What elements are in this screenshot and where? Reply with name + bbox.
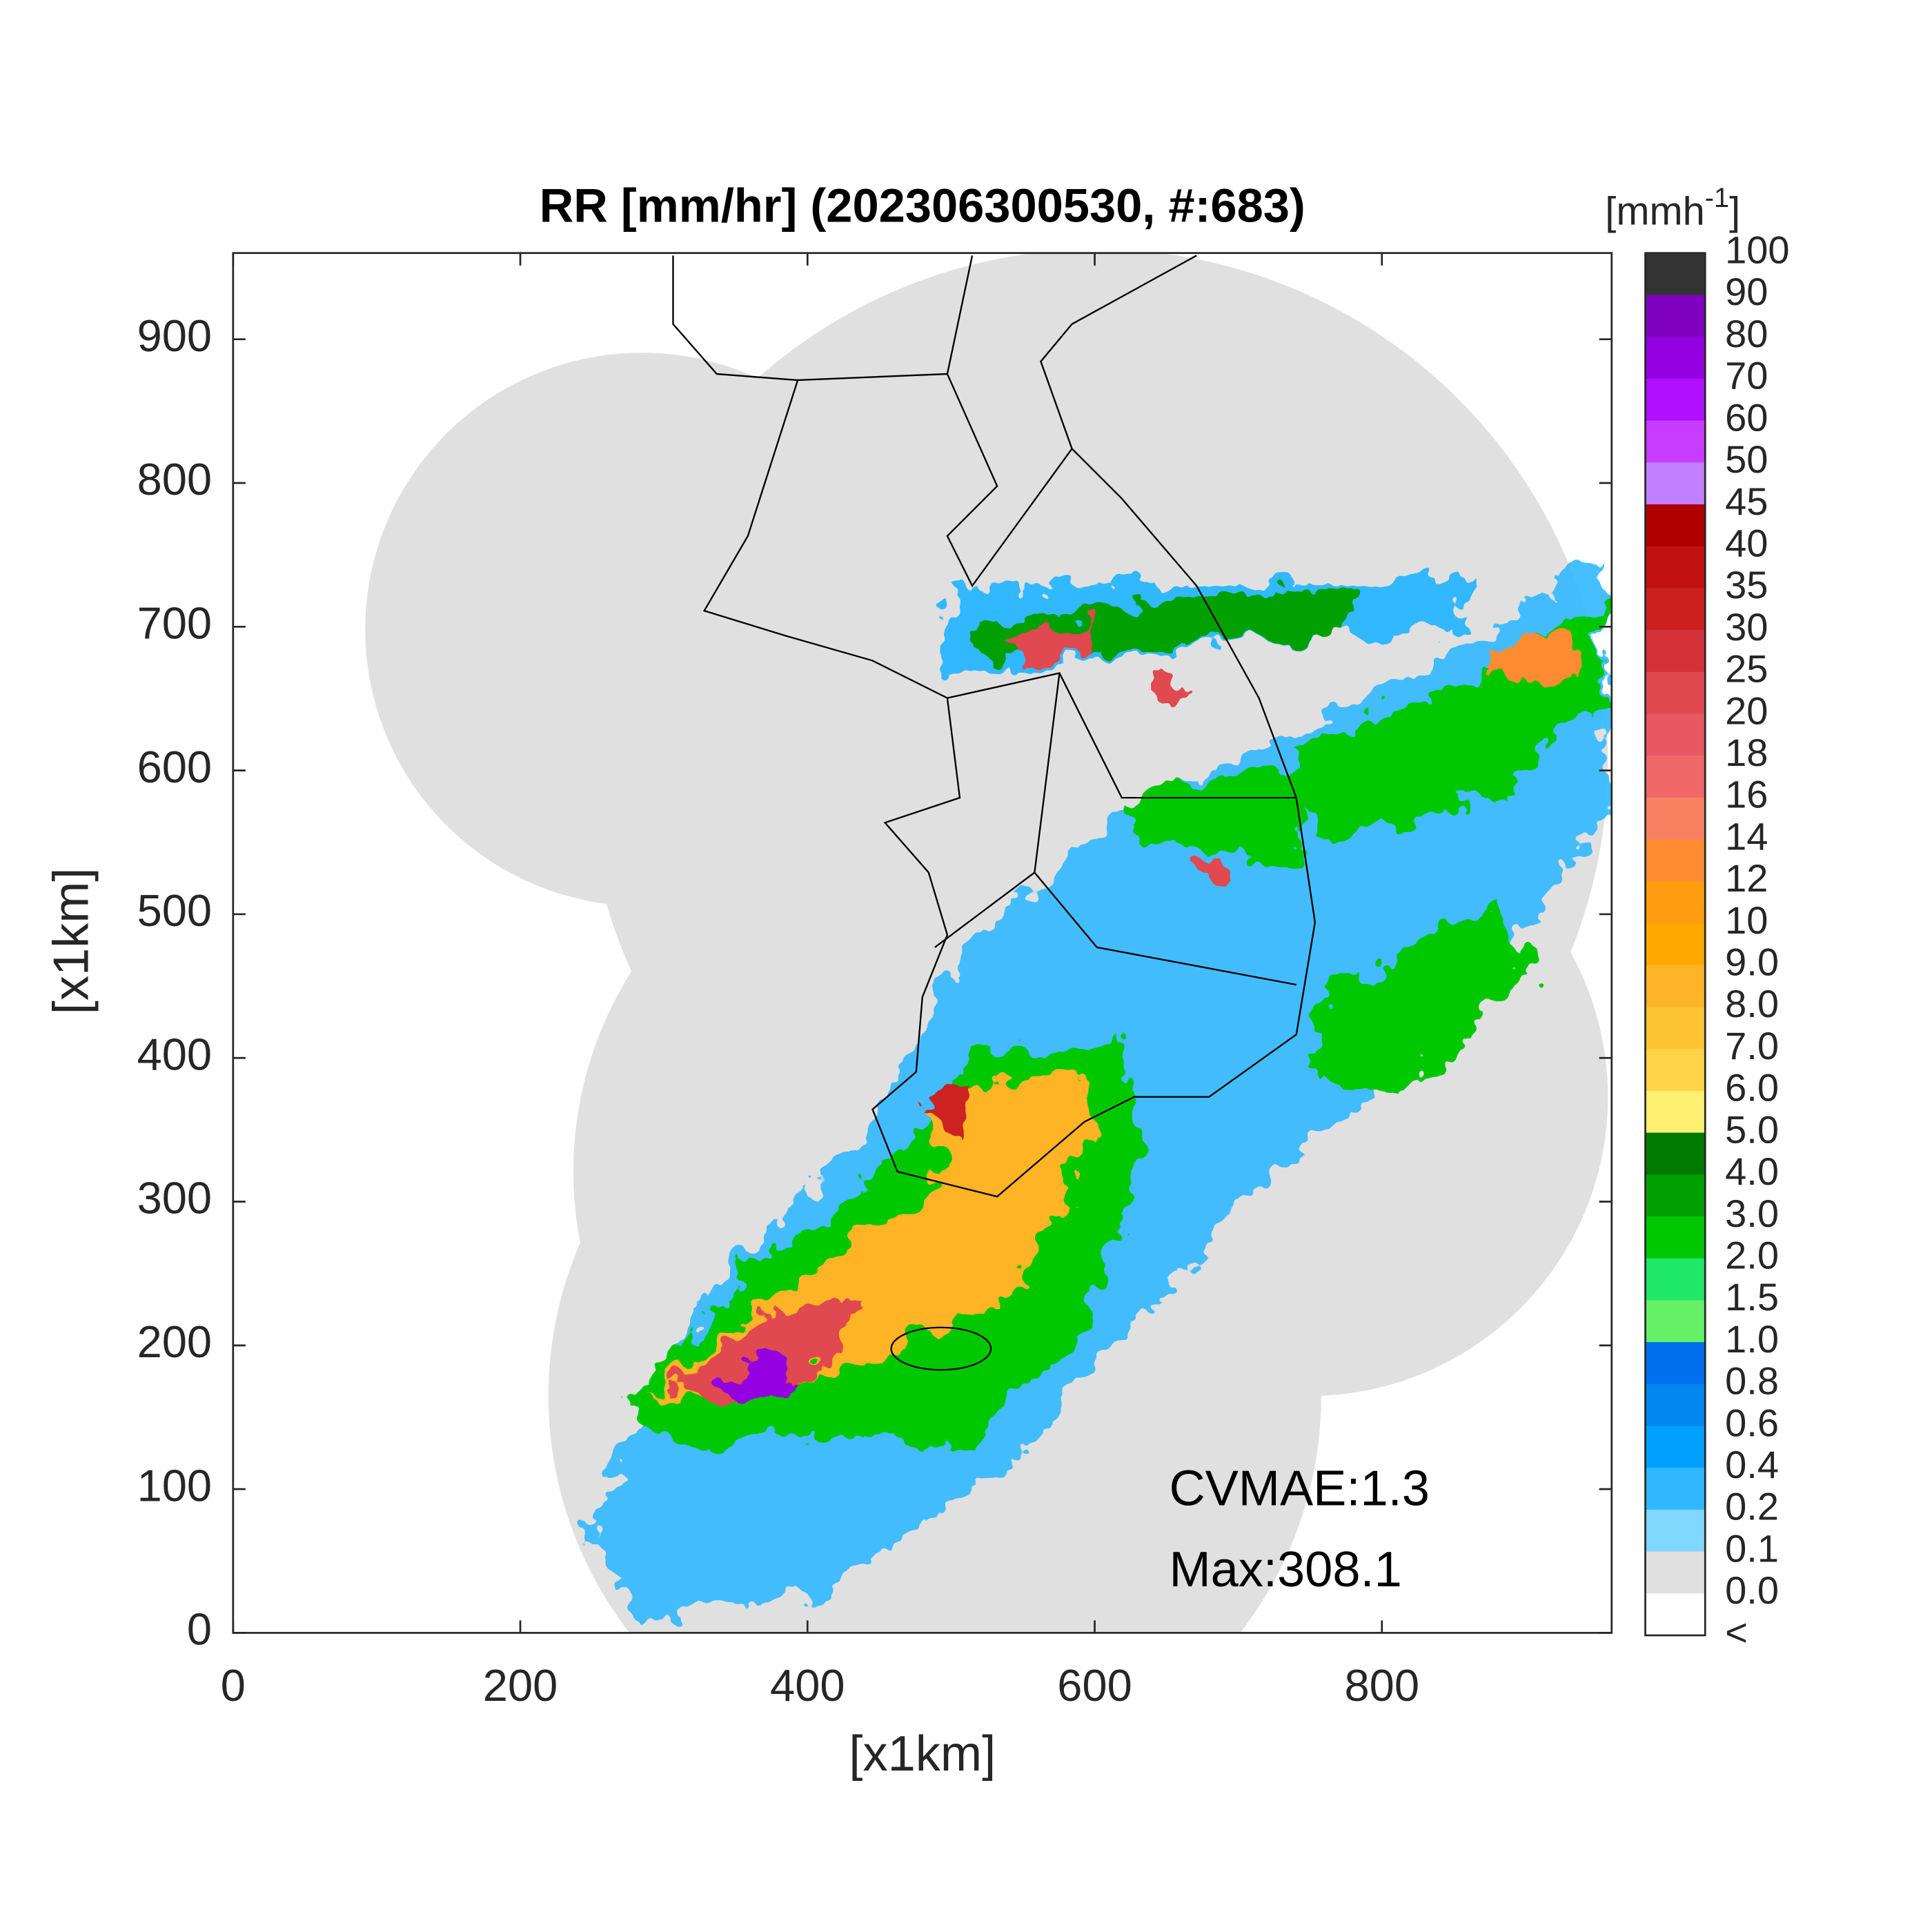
colorbar-label: 10	[1725, 898, 1768, 942]
colorbar-label: 70	[1725, 354, 1768, 397]
colorbar-label: 45	[1725, 480, 1768, 523]
colorbar-label: 1.5	[1725, 1275, 1779, 1319]
colorbar-segment	[1645, 1216, 1706, 1259]
colorbar-label: 0.2	[1725, 1485, 1779, 1528]
colorbar-segment	[1645, 1509, 1706, 1552]
colorbar-segment	[1645, 1593, 1706, 1636]
colorbar-label: 8.0	[1725, 982, 1779, 1025]
colorbar-segment	[1645, 253, 1706, 296]
annotation: CVMAE:1.3	[1169, 1461, 1429, 1516]
colorbar-label: 20	[1725, 689, 1768, 732]
colorbar-label: 35	[1725, 563, 1768, 607]
x-tick-label: 200	[483, 1660, 558, 1711]
colorbar-label: 1.0	[1725, 1317, 1779, 1361]
colorbar-segment	[1645, 378, 1706, 422]
colorbar-label: 9.0	[1725, 940, 1779, 984]
colorbar-label: 0.0	[1725, 1568, 1779, 1612]
unit-exponent: -1	[1705, 183, 1729, 213]
y-tick-label: 0	[187, 1604, 212, 1655]
colorbar-segment	[1645, 1468, 1706, 1510]
colorbar-label: 6.0	[1725, 1066, 1779, 1110]
unit-close: ]	[1729, 190, 1740, 234]
colorbar-segment	[1645, 756, 1706, 798]
colorbar-segment	[1645, 965, 1706, 1008]
y-tick-label: 500	[137, 885, 212, 936]
colorbar-unit: [mmh-1]	[1605, 183, 1740, 234]
colorbar-label: 25	[1725, 647, 1768, 691]
x-tick-label: 800	[1345, 1660, 1419, 1711]
x-axis-label: [x1km]	[849, 1726, 996, 1782]
colorbar-segment	[1645, 1090, 1706, 1134]
colorbar-segment	[1645, 1174, 1706, 1217]
colorbar-segment	[1645, 1551, 1706, 1595]
title: RR [mm/hr] (202306300530, #:683)	[540, 179, 1305, 233]
colorbar-segment	[1645, 504, 1706, 547]
colorbar-label: 0.8	[1725, 1359, 1779, 1403]
colorbar-label: 2.0	[1725, 1233, 1779, 1276]
colorbar-segment	[1645, 546, 1706, 589]
colorbar-label: 18	[1725, 731, 1768, 774]
y-axis-label: [x1km]	[43, 867, 99, 1014]
colorbar-segment	[1645, 588, 1706, 631]
colorbar-label: <	[1725, 1610, 1748, 1654]
colorbar-segment	[1645, 420, 1706, 464]
colorbar-segment	[1645, 1049, 1706, 1092]
colorbar-label: 60	[1725, 395, 1768, 439]
colorbar-label: 90	[1725, 270, 1768, 313]
colorbar-segment	[1645, 671, 1706, 715]
y-tick-label: 200	[137, 1317, 212, 1367]
y-tick-label: 700	[137, 598, 212, 648]
colorbar-segment	[1645, 1426, 1706, 1469]
colorbar-label: 4.0	[1725, 1150, 1779, 1193]
colorbar-label: 80	[1725, 312, 1768, 355]
colorbar-label: 14	[1725, 814, 1768, 858]
y-tick-label: 400	[137, 1029, 212, 1079]
coastline	[672, 255, 1316, 1371]
plot-frame	[232, 252, 1613, 1634]
colorbar-label: 50	[1725, 437, 1768, 481]
colorbar-label: 30	[1725, 605, 1768, 649]
colorbar-segment	[1645, 1132, 1706, 1176]
colorbar-segment	[1645, 1383, 1706, 1427]
y-tick-label: 300	[137, 1173, 212, 1223]
colorbar-label: 12	[1725, 856, 1768, 900]
colorbar-segment	[1645, 839, 1706, 883]
x-tick-label: 0	[221, 1660, 246, 1711]
colorbar-label: 16	[1725, 773, 1768, 816]
colorbar-segment	[1645, 1342, 1706, 1385]
y-tick-label: 100	[137, 1460, 212, 1510]
colorbar-segment	[1645, 1258, 1706, 1301]
colorbar-label: 7.0	[1725, 1024, 1779, 1067]
colorbar-segment	[1645, 462, 1706, 505]
colorbar-segment	[1645, 923, 1706, 966]
radar-field	[365, 253, 1608, 1633]
x-tick-label: 600	[1057, 1660, 1132, 1711]
colorbar-segment	[1645, 713, 1706, 757]
colorbar-segment	[1645, 797, 1706, 840]
y-tick-label: 800	[137, 454, 212, 504]
colorbar-segment	[1645, 630, 1706, 673]
x-tick-label: 400	[770, 1660, 845, 1711]
colorbar-segment	[1645, 1300, 1706, 1343]
annotation: Max:308.1	[1169, 1542, 1401, 1597]
colorbar-label: 0.4	[1725, 1443, 1779, 1486]
colorbar-label: 100	[1725, 228, 1789, 272]
unit-base: [mmh	[1605, 190, 1705, 234]
colorbar-label: 0.6	[1725, 1401, 1779, 1444]
colorbar-label: 5.0	[1725, 1107, 1779, 1151]
colorbar-segment	[1645, 1007, 1706, 1050]
y-tick-label: 600	[137, 742, 212, 792]
colorbar-segment	[1645, 881, 1706, 924]
colorbar-label: 3.0	[1725, 1192, 1779, 1235]
y-tick-label: 900	[137, 310, 212, 361]
colorbar-frame	[1644, 252, 1706, 1637]
rain	[586, 560, 1608, 1621]
colorbar-segment	[1645, 295, 1706, 338]
colorbar-segment	[1645, 337, 1706, 379]
colorbar-label: 40	[1725, 521, 1768, 564]
colorbar-label: 0.1	[1725, 1526, 1779, 1570]
